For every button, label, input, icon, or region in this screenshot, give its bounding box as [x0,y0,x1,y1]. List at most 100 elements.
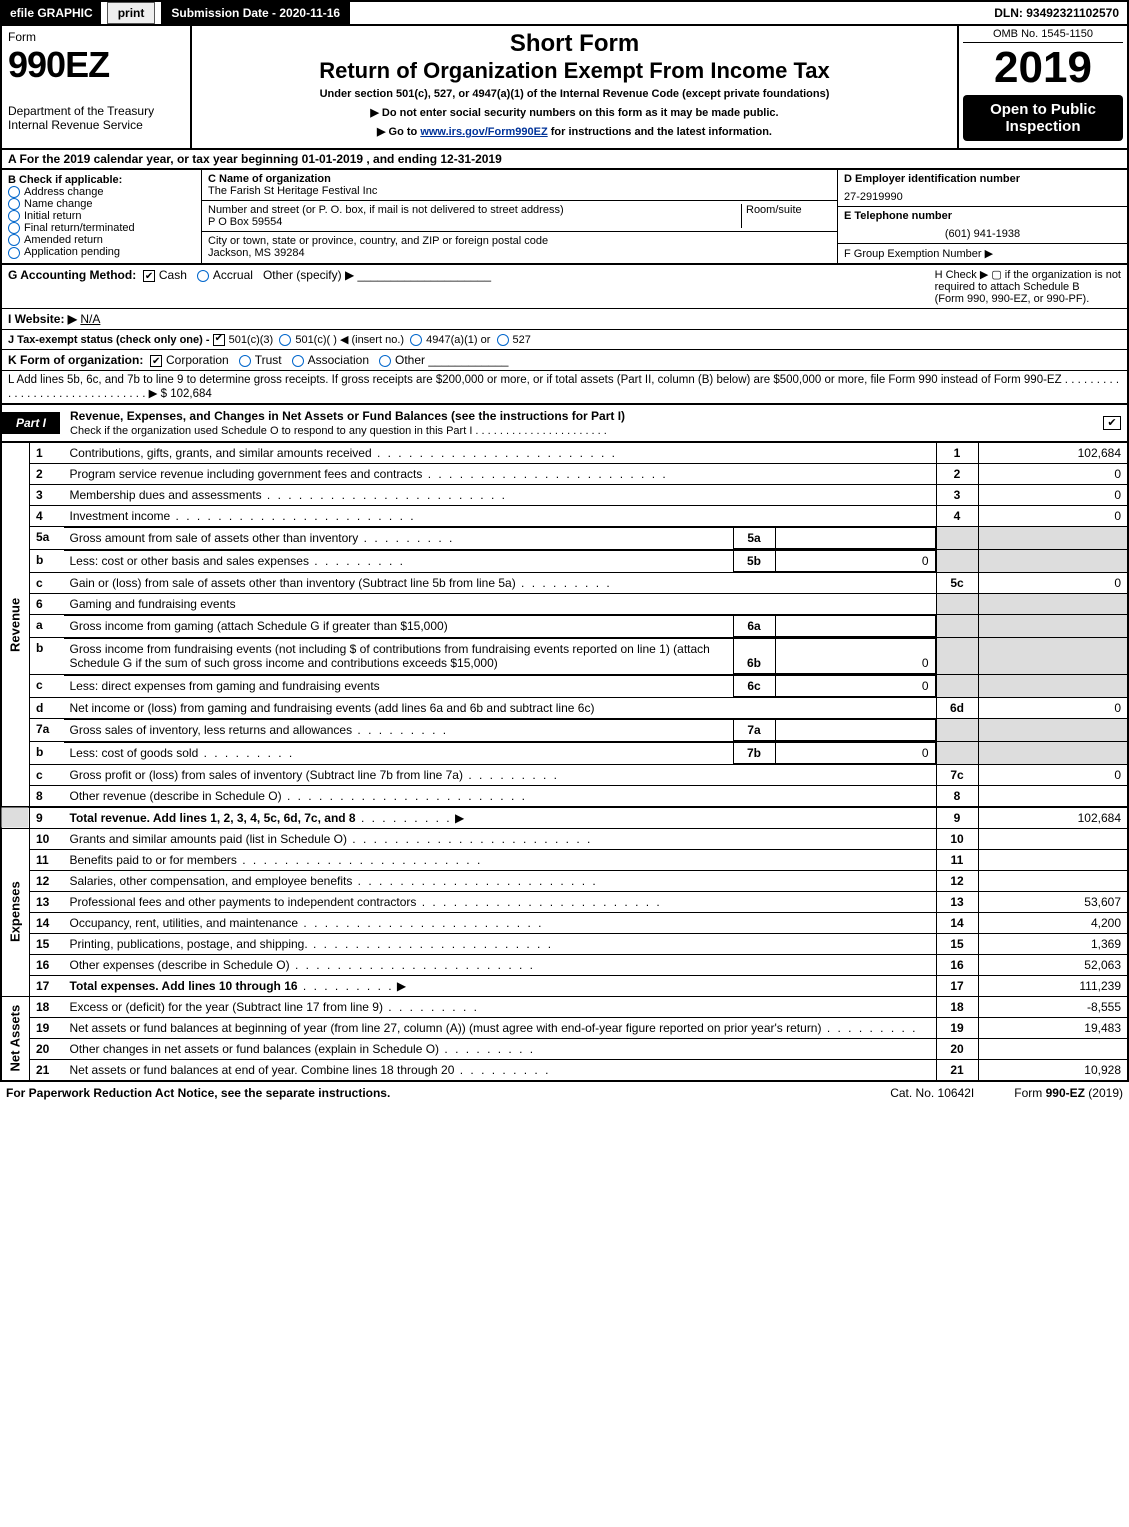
line-1: Revenue 1 Contributions, gifts, grants, … [1,443,1128,464]
irs-label: Internal Revenue Service [8,118,184,132]
g-cash-check[interactable] [143,270,155,282]
footer-right: Form 990-EZ (2019) [1014,1086,1123,1100]
line-17: 17 Total expenses. Add lines 10 through … [1,975,1128,996]
row-i-website: I Website: ▶ N/A [0,309,1129,330]
b-opt-amended[interactable]: Amended return [8,234,195,246]
irs-link[interactable]: www.irs.gov/Form990EZ [420,126,547,138]
line-18: Net Assets 18Excess or (deficit) for the… [1,996,1128,1017]
ein-value: 27-2919990 [838,188,1127,206]
line-11: 11Benefits paid to or for members11 [1,849,1128,870]
col-d: D Employer identification number 27-2919… [837,170,1127,263]
group-exemption: F Group Exemption Number ▶ [838,243,1127,263]
header-mid: Short Form Return of Organization Exempt… [192,26,957,148]
line-9: 9 Total revenue. Add lines 1, 2, 3, 4, 5… [1,807,1128,829]
j-4947[interactable] [410,334,422,346]
row-l-gross: L Add lines 5b, 6c, and 7b to line 9 to … [0,371,1129,405]
c-city-label: City or town, state or province, country… [208,235,831,247]
footer-left: For Paperwork Reduction Act Notice, see … [6,1086,390,1100]
part1-title: Revenue, Expenses, and Changes in Net As… [60,405,1103,441]
dln-label: DLN: 93492321102570 [986,2,1127,24]
footer-cat: Cat. No. 10642I [890,1086,974,1100]
org-name: The Farish St Heritage Festival Inc [208,185,831,197]
block-b-to-f: B Check if applicable: Address change Na… [0,170,1129,265]
line-7b: b Less: cost of goods sold 7b0 [1,741,1128,764]
form-header: Form 990EZ Department of the Treasury In… [0,26,1129,150]
line-6c: c Less: direct expenses from gaming and … [1,674,1128,697]
line-5a: 5a Gross amount from sale of assets othe… [1,527,1128,550]
g-accounting: G Accounting Method: Cash Accrual Other … [8,268,491,305]
part1-tag: Part I [2,412,60,434]
j-501c3[interactable] [213,334,225,346]
line-13: 13Professional fees and other payments t… [1,891,1128,912]
line-21: 21Net assets or fund balances at end of … [1,1059,1128,1081]
tel-value: (601) 941-1938 [838,225,1127,243]
ein-label: D Employer identification number [838,170,1127,188]
line-6a: a Gross income from gaming (attach Sched… [1,615,1128,638]
org-name-row: C Name of organization The Farish St Her… [202,170,837,201]
goto-post: for instructions and the latest informat… [548,126,772,138]
city-row: City or town, state or province, country… [202,232,837,262]
col-b: B Check if applicable: Address change Na… [2,170,202,263]
line-19: 19Net assets or fund balances at beginni… [1,1017,1128,1038]
side-expenses: Expenses [1,828,30,996]
row-k-org: K Form of organization: Corporation Trus… [0,350,1129,371]
omb-number: OMB No. 1545-1150 [963,28,1123,43]
j-501c[interactable] [279,334,291,346]
ssn-warning: ▶ Do not enter social security numbers o… [198,106,951,119]
form-number: 990EZ [8,44,184,86]
open-public-badge: Open to Public Inspection [963,95,1123,141]
line-8: 8Other revenue (describe in Schedule O) … [1,785,1128,807]
row-j-status: J Tax-exempt status (check only one) - 5… [0,330,1129,350]
g-accrual-check[interactable] [197,270,209,282]
b-opt-address[interactable]: Address change [8,186,195,198]
dept-treasury: Department of the Treasury [8,104,184,118]
header-left: Form 990EZ Department of the Treasury In… [2,26,192,148]
side-netassets: Net Assets [1,996,30,1081]
submission-date: Submission Date - 2020-11-16 [161,2,350,24]
short-form-title: Short Form [198,30,951,58]
h-note: H Check ▶ ▢ if the organization is not r… [935,268,1121,305]
line-5b: b Less: cost or other basis and sales ex… [1,550,1128,573]
print-button[interactable]: print [107,2,156,24]
col-c: C Name of organization The Farish St Her… [202,170,837,263]
b-opt-name[interactable]: Name change [8,198,195,210]
page-footer: For Paperwork Reduction Act Notice, see … [0,1082,1129,1104]
k-corp[interactable] [150,355,162,367]
addr-row: Number and street (or P. O. box, if mail… [202,201,837,232]
efile-label: efile GRAPHIC [2,2,101,24]
c-addr-label: Number and street (or P. O. box, if mail… [208,204,741,216]
line-14: 14Occupancy, rent, utilities, and mainte… [1,912,1128,933]
line-10: Expenses 10Grants and similar amounts pa… [1,828,1128,849]
line-6: 6Gaming and fundraising events [1,594,1128,615]
k-assoc[interactable] [292,355,304,367]
website-value: N/A [80,312,100,326]
lines-table: Revenue 1 Contributions, gifts, grants, … [0,442,1129,1082]
line-20: 20Other changes in net assets or fund ba… [1,1038,1128,1059]
line-7c: cGross profit or (loss) from sales of in… [1,764,1128,785]
line-15: 15Printing, publications, postage, and s… [1,933,1128,954]
row-a-period: A For the 2019 calendar year, or tax yea… [0,150,1129,170]
k-trust[interactable] [239,355,251,367]
room-suite: Room/suite [741,204,831,228]
b-opt-initial[interactable]: Initial return [8,210,195,222]
part1-sub: Check if the organization used Schedule … [70,425,607,437]
main-title: Return of Organization Exempt From Incom… [198,58,951,84]
goto-pre: ▶ Go to [377,126,420,138]
line-5c: cGain or (loss) from sale of assets othe… [1,573,1128,594]
row-g-h: G Accounting Method: Cash Accrual Other … [0,265,1129,309]
goto-line: ▶ Go to www.irs.gov/Form990EZ for instru… [198,125,951,138]
j-527[interactable] [497,334,509,346]
subtitle: Under section 501(c), 527, or 4947(a)(1)… [198,88,951,100]
side-revenue: Revenue [1,443,30,807]
b-opt-final[interactable]: Final return/terminated [8,222,195,234]
part1-checkbox[interactable]: ✔ [1103,416,1121,430]
c-name-label: C Name of organization [208,173,831,185]
line-12: 12Salaries, other compensation, and empl… [1,870,1128,891]
b-opt-pending[interactable]: Application pending [8,246,195,258]
header-right: OMB No. 1545-1150 2019 Open to Public In… [957,26,1127,148]
line-7a: 7a Gross sales of inventory, less return… [1,718,1128,741]
k-other[interactable] [379,355,391,367]
tel-label: E Telephone number [838,206,1127,225]
b-heading: B Check if applicable: [8,174,195,186]
line-6d: dNet income or (loss) from gaming and fu… [1,697,1128,718]
